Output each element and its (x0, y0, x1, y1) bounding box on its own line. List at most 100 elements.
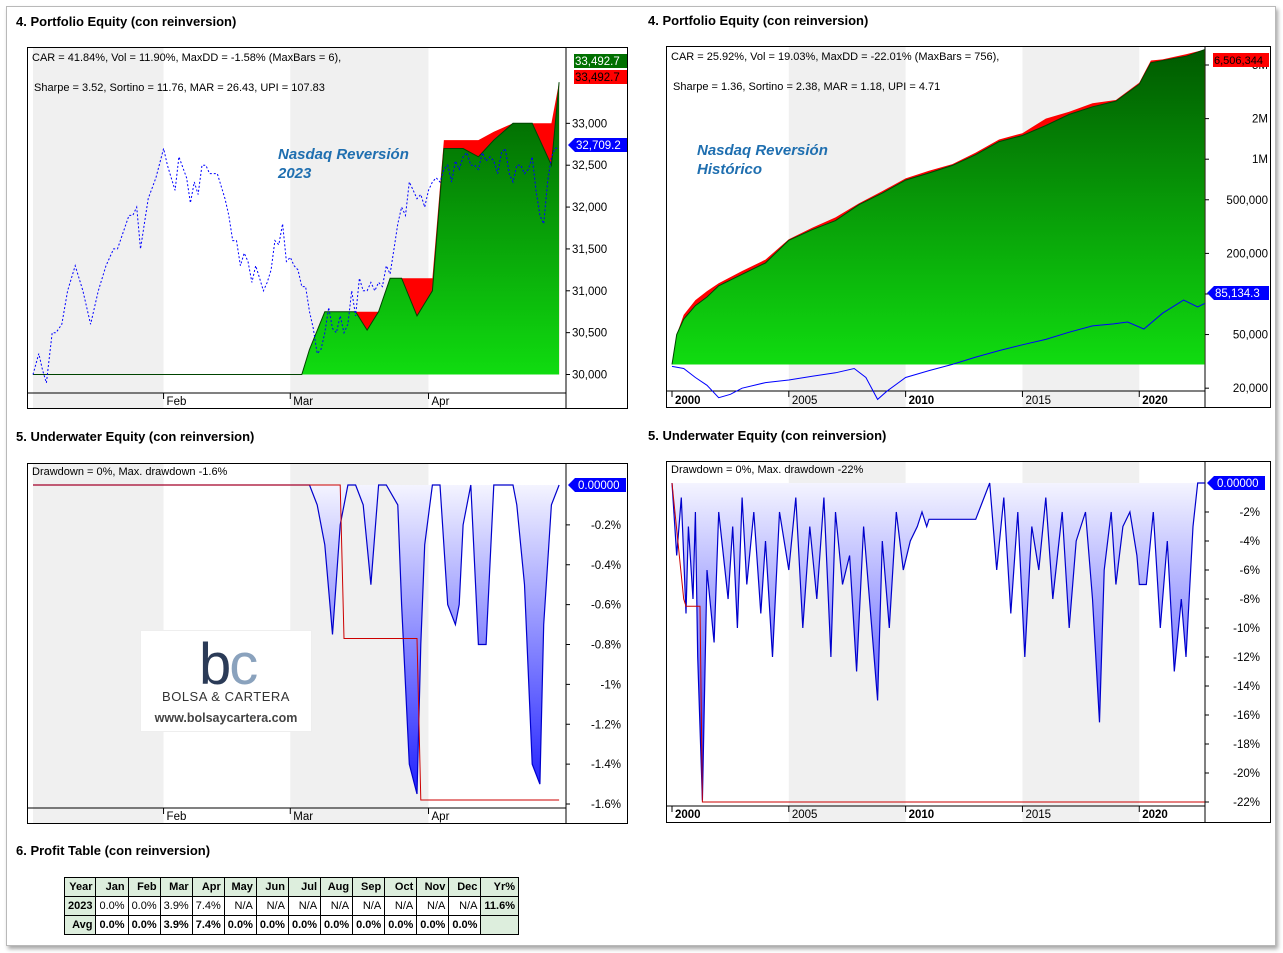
equity-left-title: 4. Portfolio Equity (con reinversion) (16, 14, 237, 29)
x-tick-label: 2010 (909, 395, 935, 407)
profit-header-cell: Nov (416, 877, 450, 897)
y-tick-label: 20,000 (1233, 383, 1268, 395)
y-tick-label: 500,000 (1226, 195, 1268, 207)
profit-cell: 3.9% (159, 896, 193, 916)
profit-cell: N/A (448, 896, 482, 916)
x-tick-label: 2020 (1142, 809, 1168, 821)
stats-line-1: CAR = 25.92%, Vol = 19.03%, MaxDD = -22.… (671, 51, 999, 63)
y-tick-label: 31,000 (572, 286, 607, 298)
y-tick-label: -8% (1240, 594, 1260, 606)
y-tick-label: 1M (1252, 154, 1268, 166)
x-tick-label: 2010 (909, 809, 935, 821)
equity-left-chart: 33,000 32,500 32,000 31,500 31,000 30,500 30,0… (27, 47, 628, 409)
stats-line-2: Sharpe = 1.36, Sortino = 2.38, MAR = 1.1… (673, 81, 940, 93)
max-drawdown-line (33, 484, 560, 801)
profit-header-cell: Apr (191, 877, 225, 897)
x-tick-label: Mar (293, 811, 313, 823)
drawdown-area (672, 483, 1205, 801)
annotation-line-1: Nasdaq Reversión (278, 146, 409, 163)
drawdown-stats: Drawdown = 0%, Max. drawdown -22% (671, 464, 863, 476)
benchmark-marker (1207, 286, 1269, 300)
y-tick-label: -14% (1233, 681, 1260, 693)
x-tick-label: 2005 (792, 395, 818, 407)
stats-line-2: Sharpe = 3.52, Sortino = 11.76, MAR = 26… (34, 82, 325, 94)
y-tick-label: -1.4% (591, 759, 621, 771)
y-tick-label: -0.8% (591, 640, 621, 652)
profit-header-cell: Sep (352, 877, 386, 897)
y-tick-label: -10% (1233, 623, 1260, 635)
y-tick-label: 31,500 (572, 244, 607, 256)
profit-header-cell: Mar (159, 877, 193, 897)
drawdown-stats: Drawdown = 0%, Max. drawdown -1.6% (32, 466, 228, 478)
logo-mark: bc (199, 631, 258, 698)
profit-cell: 0.0% (255, 915, 289, 935)
profit-cell: N/A (320, 896, 354, 916)
profit-cell: 0.0% (127, 896, 161, 916)
current-drawdown-marker (568, 478, 626, 492)
y-tick-label: 2M (1252, 114, 1268, 126)
y-tick-label: -1.6% (591, 799, 621, 811)
y-tick-label: 30,000 (572, 370, 607, 382)
profit-cell: 0.0% (352, 915, 386, 935)
profit-cell: N/A (223, 896, 257, 916)
x-tick-label: 2000 (675, 809, 701, 821)
price-marker-0 (1213, 53, 1269, 67)
y-tick-label: -4% (1240, 536, 1260, 548)
profit-cell: 0.0% (95, 896, 129, 916)
underwater-left-title: 5. Underwater Equity (con reinversion) (16, 429, 255, 444)
profit-cell (480, 915, 520, 935)
profit-cell: N/A (384, 896, 418, 916)
benchmark-marker-label: 85,134.3 (1215, 288, 1260, 300)
annotation-line-2: Histórico (697, 161, 762, 178)
logo-url: www.bolsaycartera.com (154, 711, 298, 725)
profit-header-cell: May (223, 877, 257, 897)
stats-line-1: CAR = 41.84%, Vol = 11.90%, MaxDD = -1.5… (32, 52, 341, 64)
annotation-line-2: 2023 (277, 165, 312, 182)
underwater-left-chart: 0.00000 -0.2% -0.4% -0.6% -0.8% -1% -1.2% -1.4%… (27, 463, 628, 824)
profit-table: Year Jan Feb Mar Apr May Jun Jul Aug Sep Oct Nov Dec… (63, 877, 520, 935)
y-tick-label: 200,000 (1226, 248, 1268, 260)
x-tick-label: 2015 (1025, 809, 1051, 821)
y-tick-label: -20% (1233, 768, 1260, 780)
y-tick-label: -2% (1240, 507, 1260, 519)
equity-line (33, 82, 560, 375)
y-tick-label: -16% (1233, 710, 1260, 722)
y-tick-label: 50,000 (1233, 330, 1268, 342)
y-tick-label: -0.6% (591, 600, 621, 612)
equity-line (671, 49, 1205, 365)
price-marker-label: 33,492.7 (575, 72, 620, 84)
logo: bc BOLSA & CARTERA www.bolsaycartera.com (140, 630, 312, 732)
logo-brand: BOLSA & CARTERA (162, 689, 290, 704)
x-tick-label: Feb (167, 396, 187, 408)
max-drawdown-line (671, 482, 1205, 803)
annotation-line-1: Nasdaq Reversión (697, 142, 828, 159)
profit-cell: 0.0% (416, 915, 450, 935)
equity-right-title: 4. Portfolio Equity (con reinversion) (648, 13, 869, 28)
y-tick-label: -12% (1233, 652, 1260, 664)
profit-row: 2023 0.0% 0.0% 3.9% 7.4% N/A N/A N/A N/A N/A N/A N/… (63, 896, 520, 916)
profit-cell: N/A (352, 896, 386, 916)
profit-row: Avg 0.0% 0.0% 3.9% 7.4% 0.0% 0.0% 0.0% 0.0% 0.0% 0… (63, 915, 520, 935)
profit-cell: 0.0% (320, 915, 354, 935)
x-tick-label: Feb (167, 811, 187, 823)
price-marker-0 (574, 54, 627, 68)
y-tick-label: 32,500 (572, 160, 607, 172)
benchmark-marker-label: 32,709.2 (576, 140, 621, 152)
profit-cell: 0.0% (95, 915, 129, 935)
profit-cell: 7.4% (191, 915, 225, 935)
profit-cell: N/A (255, 896, 289, 916)
profit-header-cell: Jan (95, 877, 129, 897)
equity-right-svg: 5M2M1M500,000200,000100,00050,00020,0002… (667, 47, 1269, 407)
underwater-right-svg: 0.00000 -2% -4% -6% -8% -10% -12% -14% -16% -18% -… (667, 462, 1265, 822)
benchmark-line (32, 147, 560, 384)
profit-header-cell: Dec (448, 877, 482, 897)
profit-cell: 0.0% (127, 915, 161, 935)
profit-cell: 0.0% (287, 915, 322, 935)
x-tick-label: Apr (432, 811, 450, 823)
y-tick-label: 32,000 (572, 202, 607, 214)
price-marker-1 (574, 70, 627, 84)
profit-cell: 3.9% (159, 915, 193, 935)
profit-header-cell: Aug (320, 877, 354, 897)
y-tick-label: -18% (1233, 739, 1260, 751)
profit-cell: Avg (63, 915, 97, 935)
